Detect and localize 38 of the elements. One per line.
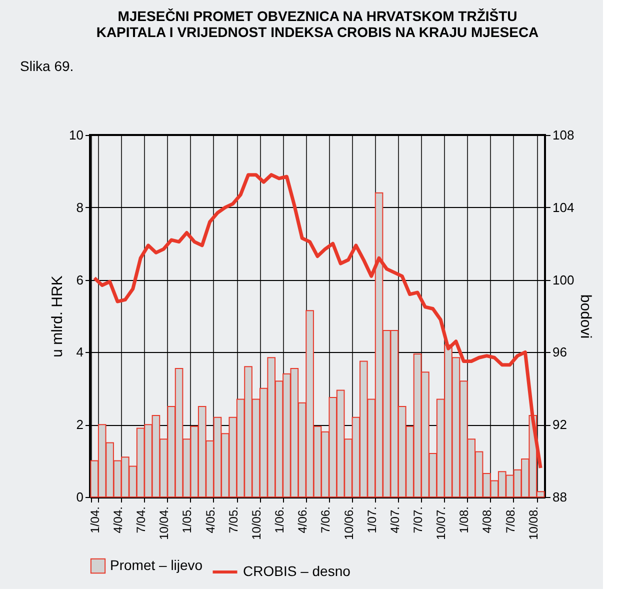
x-tick-label: 7/04. [134,506,148,534]
x-tick-label: 4/07. [388,506,402,534]
x-tick-label: 7/08. [503,506,518,534]
chart-title: MJESEČNI PROMET OBVEZNICA NA HRVATSKOM TRŽIŠTU KAPITALA I VRIJEDNOST INDEKSA CROBIS NA KRAJU MJESECA [96,8,539,40]
y-tick-label: 8 [76,200,84,215]
y2-tick-label: 96 [552,344,567,360]
y-tick-label: 6 [76,272,84,288]
x-tick-label: 4/06. [296,506,310,534]
legend-label: CROBIS – desno [243,563,351,579]
x-tick-label: 1/04. [88,506,102,534]
x-tick-label: 4/05. [203,506,218,534]
x-tick-label: 1/06. [272,506,287,534]
x-tick-label: 7/05. [226,506,240,534]
x-tick-label: 1/07. [364,506,379,534]
x-tick-label: 10/08. [526,506,540,540]
y-tick-label: 0 [76,490,84,504]
x-tick-label: 1/08. [457,506,472,534]
x-tick-label: 4/08. [480,506,494,534]
y-tick-label: 4 [76,344,84,360]
x-tick-label: 1/05. [180,506,194,534]
x-tick-label: 4/04. [111,506,125,534]
x-tick-label: 10/06. [342,506,356,540]
y2-tick-label: 104 [552,200,574,215]
y2-tick-label: 108 [552,128,574,142]
y-axis-title: u mlrd. HRK [49,276,66,358]
x-tick-label: 7/07. [411,506,425,534]
y2-tick-label: 88 [552,490,567,504]
y-tick-label: 2 [76,417,84,432]
legend-label: Promet – lijevo [110,557,203,573]
y2-tick-label: 100 [552,272,574,288]
y-tick-label: 10 [69,128,84,142]
text: Slika 69. [20,58,74,74]
x-tick-label: 7/06. [318,506,333,534]
x-tick-label: 10/07. [434,506,448,540]
x-tick-label: 10/05. [249,506,264,540]
x-tick-label: 10/04. [157,506,172,540]
y2-axis-title: bodovi [577,294,594,339]
y2-tick-label: 92 [552,417,567,432]
